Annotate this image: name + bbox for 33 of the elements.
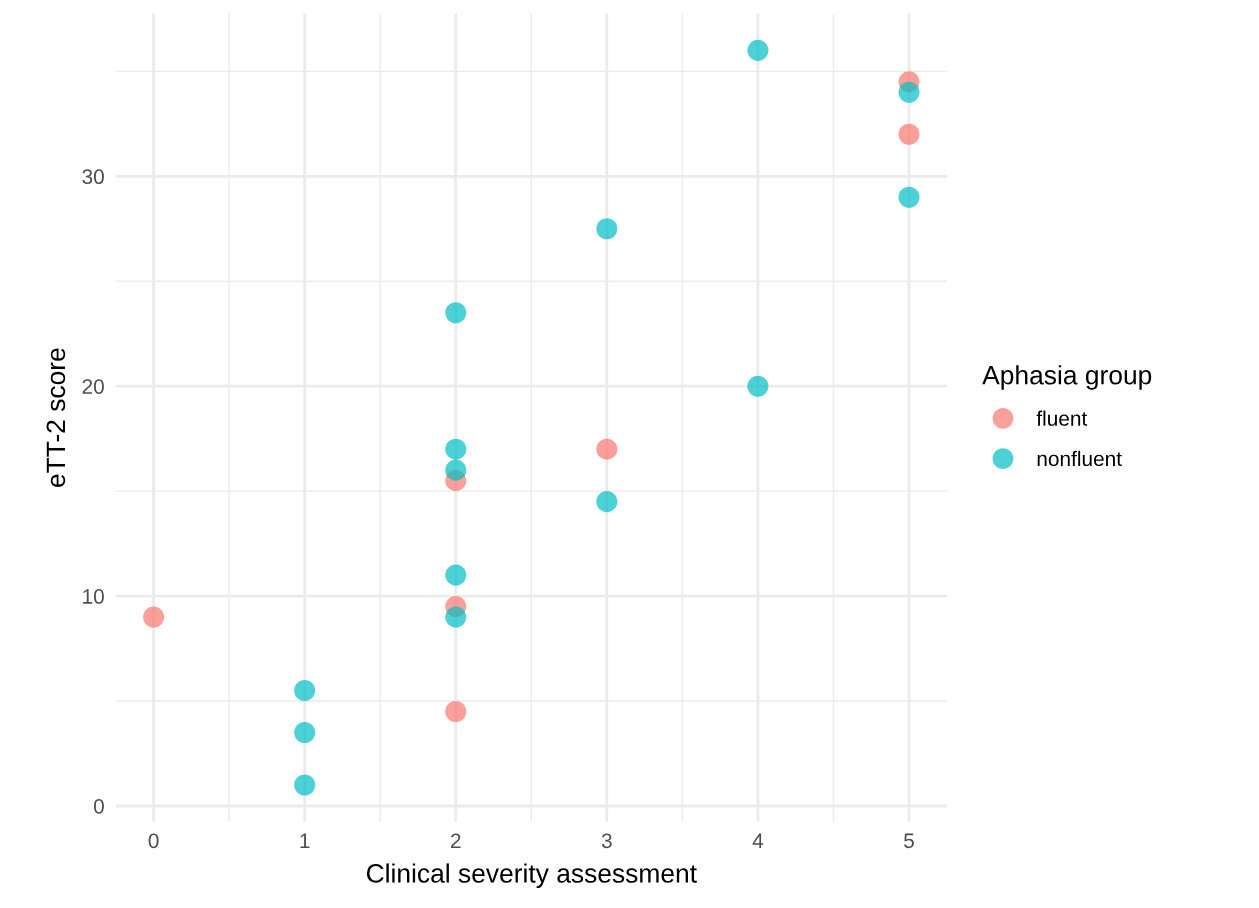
point bbox=[898, 186, 920, 208]
point bbox=[445, 438, 467, 460]
point bbox=[596, 438, 618, 460]
x-tick-label: 1 bbox=[300, 833, 310, 848]
point bbox=[596, 491, 618, 513]
point bbox=[294, 680, 316, 702]
point bbox=[143, 606, 165, 628]
legend-label: fluent bbox=[1036, 410, 1088, 426]
point bbox=[898, 123, 920, 145]
y-tick-label: 20 bbox=[82, 379, 104, 394]
point bbox=[445, 564, 467, 586]
point bbox=[596, 218, 618, 240]
point bbox=[747, 39, 769, 61]
legend-label: nonfluent bbox=[1037, 450, 1122, 467]
y-axis-title: eTT-2 score bbox=[46, 348, 66, 487]
point bbox=[445, 606, 467, 628]
x-tick-label: 4 bbox=[752, 833, 764, 848]
legend-title: Aphasia group bbox=[982, 365, 1152, 390]
point bbox=[445, 701, 467, 723]
x-tick-label: 0 bbox=[148, 833, 159, 849]
x-tick-label: 5 bbox=[904, 833, 914, 849]
point bbox=[898, 81, 920, 103]
x-tick-label: 3 bbox=[601, 833, 612, 849]
x-tick-label: 2 bbox=[451, 833, 461, 848]
point bbox=[445, 302, 467, 324]
y-tick-label: 0 bbox=[93, 799, 104, 814]
y-tick-label: 30 bbox=[82, 169, 104, 185]
point bbox=[294, 774, 316, 796]
point bbox=[445, 459, 467, 481]
point bbox=[294, 722, 316, 744]
point bbox=[747, 375, 769, 397]
y-tick-label: 10 bbox=[83, 589, 104, 604]
x-axis-title: Clinical severity assessment bbox=[366, 863, 697, 888]
